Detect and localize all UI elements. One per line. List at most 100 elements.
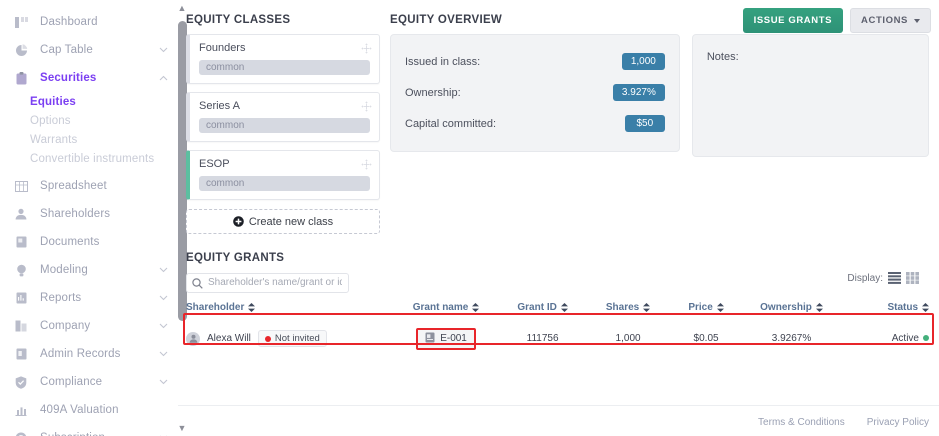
shield-check-icon [14,375,28,389]
equity-class-type: common [199,176,370,191]
drag-handle-icon[interactable] [361,157,372,170]
equity-grants-title: EQUITY GRANTS [186,252,285,264]
sidebar-subitem-label: Options [30,114,71,127]
grant-name-chip[interactable]: E-001 [416,327,476,350]
table-row[interactable]: Alexa Will Not invited [186,319,929,359]
sidebar-subitem-equities[interactable]: Equities [0,92,178,111]
sort-icon[interactable] [472,302,480,312]
chevron-down-icon[interactable] [159,350,168,359]
sidebar-item-dashboard[interactable]: Dashboard [0,8,178,36]
sidebar-item-shareholders[interactable]: Shareholders [0,200,178,228]
sidebar-item-securities[interactable]: Securities [0,64,178,92]
sort-icon[interactable] [248,302,256,312]
sidebar-item-label: Modeling [40,264,88,276]
scrollbar-thumb[interactable] [177,21,187,321]
column-header-grant-name[interactable]: Grant name [394,302,498,319]
bar-chart-icon [14,403,28,417]
equity-class-type: common [199,60,370,75]
actions-button[interactable]: ACTIONS [850,8,931,33]
privacy-policy-link[interactable]: Privacy Policy [866,417,929,428]
cell-ownership: 3.9267% [771,333,812,344]
cell-grant-name: E-001 [394,319,498,359]
sidebar-item-cap-table[interactable]: Cap Table [0,36,178,64]
equity-class-card-series-a[interactable]: Series A common [186,92,380,142]
equity-classes-panel: EQUITY CLASSES Founders common Series A … [186,14,380,234]
search-container [186,272,349,293]
dashboard-icon [14,15,28,29]
equity-overview-panel: EQUITY OVERVIEW Issued in class: 1,000 O… [380,14,929,234]
column-header-grant-id[interactable]: Grant ID [498,302,587,319]
sidebar-subitem-warrants[interactable]: Warrants [0,130,178,149]
plus-circle-icon [233,216,244,227]
equity-class-card-esop[interactable]: ESOP common [186,150,380,200]
sort-icon[interactable] [643,302,651,312]
overview-row-value: 1,000 [621,53,665,70]
search-input[interactable] [186,272,349,293]
equity-class-name: Founders [199,42,246,54]
chevron-down-icon[interactable] [159,266,168,275]
column-header-price[interactable]: Price [669,302,743,319]
sidebar-item-subscription[interactable]: $ Subscription [0,424,178,436]
building-icon [14,319,28,333]
cell-shareholder: Alexa Will Not invited [186,319,394,359]
scroll-down-arrow-icon[interactable]: ▼ [177,423,187,433]
drag-handle-icon[interactable] [361,41,372,54]
user-icon [14,207,28,221]
scroll-up-arrow-icon[interactable]: ▲ [177,3,187,13]
notes-card[interactable]: Notes: [691,34,929,157]
equity-class-name: Series A [199,100,240,112]
column-header-ownership[interactable]: Ownership [743,302,840,319]
sidebar-item-modeling[interactable]: Modeling [0,256,178,284]
sidebar-item-409a-valuation[interactable]: 409A Valuation [0,396,178,424]
chevron-down-icon[interactable] [159,294,168,303]
sidebar-item-admin-records[interactable]: Admin Records [0,340,178,368]
chevron-down-icon [914,18,920,23]
chevron-down-icon[interactable] [159,46,168,55]
equity-class-name: ESOP [199,158,230,170]
cell-grant-id: 111756 [526,333,559,344]
column-header-shareholder[interactable]: Shareholder [186,302,394,319]
sidebar-item-label: Cap Table [40,44,93,56]
sidebar-subitem-convertible-instruments[interactable]: Convertible instruments [0,149,178,168]
column-header-shares[interactable]: Shares [587,302,669,319]
drag-handle-icon[interactable] [361,99,372,112]
avatar [186,331,200,346]
sidebar-subitem-label: Warrants [30,133,78,146]
equity-class-card-founders[interactable]: Founders common [186,34,380,84]
sidebar-item-compliance[interactable]: Compliance [0,368,178,396]
issue-grants-button[interactable]: ISSUE GRANTS [742,8,844,33]
sidebar-item-documents[interactable]: Documents [0,228,178,256]
sidebar-subitem-options[interactable]: Options [0,111,178,130]
sidebar-item-spreadsheet[interactable]: Spreadsheet [0,172,178,200]
status-dot-icon [923,335,929,341]
main-content: ISSUE GRANTS ACTIONS EQUITY CLASSES Foun… [178,0,939,436]
sidebar-item-reports[interactable]: Reports [0,284,178,312]
chevron-down-icon[interactable] [159,322,168,331]
create-new-class-button[interactable]: Create new class [186,209,380,234]
table-header-row: Shareholder Grant name Grant ID [186,302,929,319]
invite-status-badge: Not invited [257,330,327,347]
cell-shares: 1,000 [615,333,641,344]
footer: Terms & Conditions Privacy Policy [758,417,929,428]
overview-row-ownership: Ownership: 3.927% [405,77,665,108]
sidebar-item-label: Company [40,320,91,332]
sort-icon[interactable] [922,302,929,312]
grid-view-icon[interactable] [906,272,919,284]
overview-row-issued: Issued in class: 1,000 [405,46,665,77]
list-view-icon[interactable] [888,272,901,284]
sidebar: Dashboard Cap Table Securities Equities … [0,0,178,436]
column-label: Price [688,301,713,313]
table-icon [14,179,28,193]
page-toolbar: ISSUE GRANTS ACTIONS [742,8,931,33]
chevron-down-icon[interactable] [159,378,168,387]
sort-icon[interactable] [815,302,823,312]
chevron-up-icon[interactable] [159,74,168,83]
terms-and-conditions-link[interactable]: Terms & Conditions [758,417,845,428]
sort-icon[interactable] [560,302,568,312]
column-header-status[interactable]: Status [840,302,929,319]
sort-icon[interactable] [716,302,724,312]
sidebar-item-company[interactable]: Company [0,312,178,340]
scrollbar-track[interactable] [177,15,187,421]
actions-button-label: ACTIONS [861,15,908,26]
top-columns: EQUITY CLASSES Founders common Series A … [186,0,929,234]
